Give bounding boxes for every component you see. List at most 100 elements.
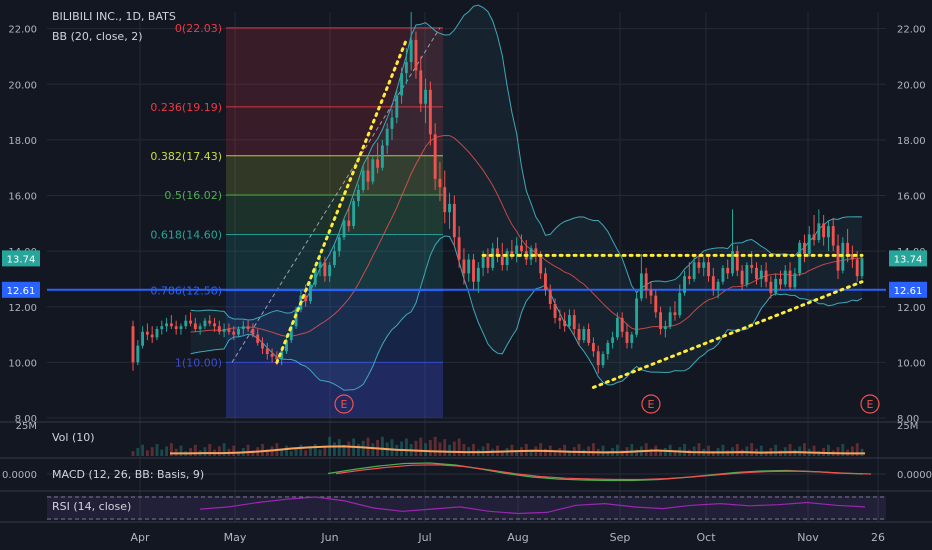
candle-body (534, 248, 538, 257)
volume-bar (304, 450, 308, 456)
candle-body (726, 267, 730, 274)
volume-bar (380, 436, 384, 456)
svg-text:E: E (867, 398, 874, 411)
candle-body (136, 345, 140, 363)
earnings-marker: E (334, 394, 354, 414)
candle-body (649, 290, 653, 296)
candle-body (587, 329, 591, 343)
volume-bar (165, 446, 169, 456)
y-tick-label-right: 20.00 (897, 80, 926, 91)
candle-body (433, 134, 437, 179)
macd-legend[interactable]: MACD (12, 26, BB: Basis, 9) (52, 468, 205, 481)
candle-body (227, 329, 231, 332)
price-badge-l (2, 250, 40, 267)
candle-body (692, 262, 696, 279)
candle-body (860, 258, 864, 277)
candle-body (232, 331, 236, 335)
support-trend-line (591, 280, 864, 389)
candle-body (783, 270, 787, 285)
candle-body (280, 351, 284, 360)
volume-bar (203, 447, 207, 456)
rsi-legend[interactable]: RSI (14, close) (52, 500, 132, 513)
volume-ma-line (170, 445, 865, 455)
x-tick-label: Nov (797, 531, 819, 544)
candle-body (414, 39, 418, 71)
earnings-marker: E (860, 394, 880, 414)
candle-body (424, 89, 427, 104)
y-tick-label-right: 22.00 (897, 25, 926, 36)
volume-bar (179, 445, 183, 456)
candle-body (515, 245, 519, 254)
candle-body (654, 295, 658, 313)
bollinger-legend[interactable]: BB (20, close, 2) (52, 30, 143, 43)
volume-bar (448, 444, 451, 456)
volume-bar (313, 444, 317, 456)
y-tick-label-left: 16.00 (8, 192, 37, 203)
candle-body (141, 331, 145, 346)
candle-body (347, 220, 351, 227)
candle-body (644, 273, 648, 291)
candle-body (237, 329, 240, 335)
candle-body (817, 223, 821, 241)
volume-scale-left: 25M (16, 421, 37, 432)
fib-zone (226, 106, 443, 156)
volume-bar (299, 444, 303, 456)
y-tick-label-left: 8.00 (15, 414, 37, 425)
volume-bar (232, 445, 236, 456)
fib-level-label: 0.382(17.43) (150, 150, 222, 163)
volume-bar (356, 444, 360, 456)
volume-bar (309, 447, 312, 456)
candle-body (371, 159, 375, 182)
volume-bar (850, 446, 854, 456)
volume-bar (457, 438, 461, 456)
candle-body (735, 251, 739, 271)
candle-body (639, 273, 643, 299)
candle-body (160, 326, 164, 330)
candle-body (611, 337, 615, 343)
candle-body (510, 251, 514, 254)
volume-bar (683, 444, 686, 456)
volume-legend[interactable]: Vol (10) (52, 431, 95, 444)
x-tick-label: Jun (320, 531, 338, 544)
rsi-line (199, 496, 866, 515)
candle-body (337, 237, 341, 252)
volume-bar (659, 451, 663, 456)
candle-body (841, 242, 845, 271)
fib-trend-line (231, 27, 441, 363)
candle-body (366, 170, 370, 182)
candle-body (184, 320, 188, 327)
candle-body (323, 262, 327, 277)
volume-bar (563, 444, 567, 456)
candle-body (750, 265, 754, 268)
candle-body (189, 320, 192, 324)
candle-body (836, 245, 840, 271)
candle-body (759, 270, 763, 279)
candle-body (457, 237, 461, 260)
volume-bar (443, 439, 447, 456)
fib-level-label: 1(10.00) (175, 356, 222, 369)
candle-body (481, 256, 485, 268)
candle-body (793, 273, 797, 288)
volume-bar (332, 442, 336, 456)
y-tick-label-left: 22.00 (8, 25, 37, 36)
candle-body (740, 270, 744, 285)
volume-bar (169, 443, 173, 456)
candle-body (846, 242, 850, 254)
volume-bar (836, 447, 840, 456)
candle-body (798, 242, 802, 274)
candle-body (198, 326, 202, 330)
volume-bar (577, 444, 581, 456)
volume-bar (390, 439, 394, 456)
volume-bar (160, 449, 164, 456)
price-badge-label: 13.74 (7, 254, 36, 265)
volume-bar (285, 445, 288, 456)
candle-body (548, 290, 552, 304)
volume-bar (539, 443, 543, 456)
x-tick-label: Apr (130, 531, 150, 544)
candle-body (390, 117, 394, 129)
symbol-title: BILIBILI INC., 1D, BATS (52, 10, 176, 23)
volume-bar (136, 448, 140, 456)
volume-bar (812, 445, 816, 456)
volume-bar (347, 441, 351, 456)
